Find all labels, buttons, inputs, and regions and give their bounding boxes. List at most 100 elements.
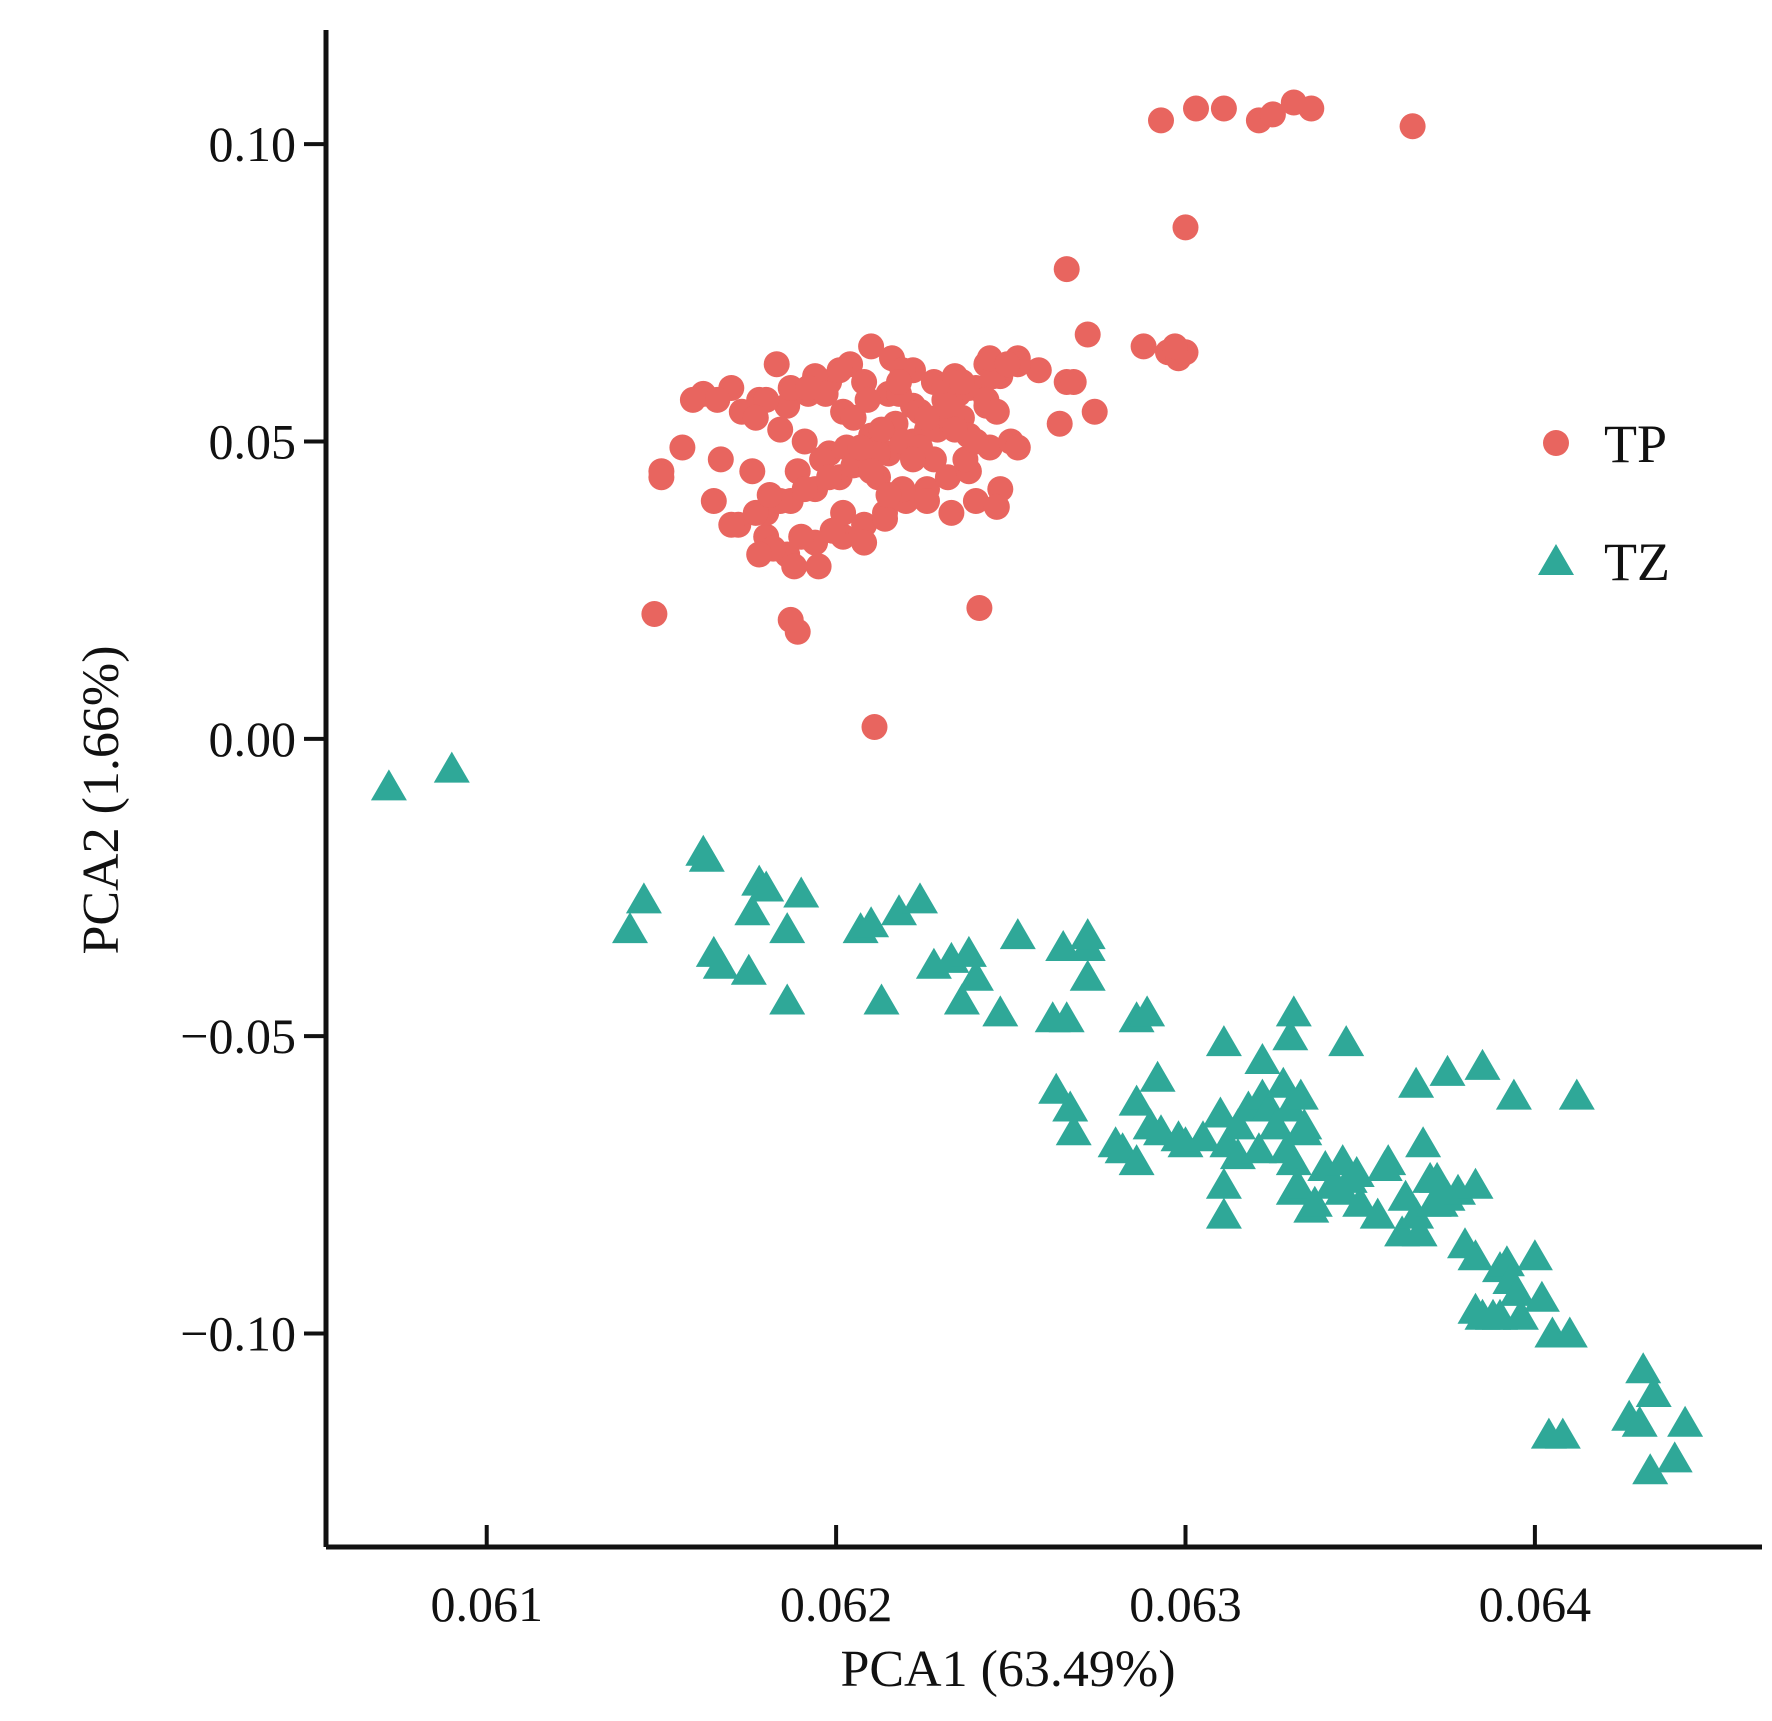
- tz-point: [625, 882, 662, 914]
- tp-point: [742, 499, 769, 526]
- tz-point: [1240, 1132, 1277, 1164]
- tz-point: [902, 882, 938, 914]
- tp-point: [1074, 321, 1101, 348]
- tz-point: [1429, 1054, 1466, 1086]
- tz-point: [702, 947, 739, 979]
- tp-point: [847, 434, 874, 461]
- tp-point: [669, 434, 696, 461]
- tz-point: [734, 894, 771, 926]
- tp-point: [914, 488, 940, 514]
- tp-point: [1130, 333, 1157, 360]
- tp-point: [868, 416, 895, 443]
- tp-point: [781, 553, 808, 580]
- tz-point: [881, 894, 917, 926]
- tp-point: [1298, 95, 1325, 122]
- tz-point: [1258, 1108, 1295, 1140]
- tp-point: [851, 529, 878, 556]
- tp-point: [756, 482, 783, 508]
- tp-point: [746, 541, 773, 568]
- legend-tp-marker: [1543, 430, 1569, 456]
- tz-point: [433, 751, 470, 783]
- tp-point: [1081, 398, 1108, 425]
- tz-point: [1516, 1239, 1553, 1271]
- tp-point: [763, 351, 790, 378]
- tz-point: [1069, 959, 1106, 991]
- tz-point: [1656, 1441, 1693, 1473]
- tp-point: [1172, 214, 1199, 241]
- tz-point: [730, 953, 767, 985]
- tz-point: [783, 876, 820, 908]
- tz-point: [1464, 1048, 1501, 1080]
- tp-point: [900, 446, 926, 473]
- tz-point: [1558, 1078, 1595, 1110]
- tz-point: [1205, 1197, 1242, 1229]
- tz-point: [1621, 1405, 1658, 1437]
- tp-point: [875, 482, 902, 508]
- tz-point: [1118, 1144, 1155, 1176]
- tz-point: [1635, 1376, 1672, 1407]
- tp-point: [777, 606, 804, 633]
- tz-point: [853, 906, 890, 938]
- tp-point: [788, 523, 815, 550]
- tp-point: [1210, 95, 1237, 122]
- tp-point: [791, 428, 818, 455]
- tz-point: [1069, 918, 1106, 950]
- tp-point: [826, 357, 853, 384]
- ticks-layer: 0.061 0.062 0.063 0.064 0.10 0.05 0.00 −0.05 −0.…: [180, 116, 1591, 1632]
- y-tick-label: −0.10: [180, 1306, 296, 1362]
- tp-point: [962, 488, 989, 514]
- tp-point: [718, 511, 745, 538]
- tp-point: [648, 464, 675, 491]
- tz-point: [1398, 1197, 1435, 1229]
- tp-point: [872, 505, 898, 532]
- tz-point: [1415, 1185, 1452, 1217]
- tz-point: [1530, 1417, 1567, 1449]
- tz-point: [982, 995, 1019, 1027]
- tp-point: [934, 392, 961, 419]
- tp-point: [941, 416, 968, 443]
- tz-point: [1401, 1215, 1438, 1247]
- tz-point: [688, 840, 725, 872]
- tz-point: [1405, 1126, 1442, 1158]
- tz-point: [1495, 1078, 1532, 1110]
- tp-point: [700, 488, 727, 514]
- y-tick-label: 0.10: [209, 116, 297, 172]
- tz-point: [999, 918, 1036, 950]
- tp-point: [1060, 369, 1087, 395]
- tz-point: [748, 870, 785, 902]
- tz-point: [1275, 1144, 1312, 1176]
- tz-point: [1338, 1156, 1375, 1187]
- tp-point: [679, 386, 706, 413]
- tz-point: [1205, 1025, 1242, 1057]
- tp-point: [704, 386, 731, 413]
- tp-point: [858, 333, 885, 360]
- tz-point: [957, 959, 994, 991]
- tz-point: [1398, 1066, 1435, 1098]
- tp-point: [707, 446, 734, 473]
- tp-point: [840, 404, 867, 431]
- tp-point: [1183, 95, 1209, 122]
- tz-point: [1482, 1298, 1518, 1330]
- tz-point: [1052, 1090, 1089, 1122]
- tz-point: [1272, 1019, 1309, 1051]
- x-tick-label: 0.061: [430, 1576, 543, 1632]
- tz-point: [1286, 1114, 1323, 1146]
- tp-point: [886, 369, 912, 395]
- legend-tp-label: TP: [1604, 414, 1667, 474]
- tp-point: [1004, 434, 1031, 461]
- tz-point: [1632, 1453, 1669, 1485]
- tz-point: [1038, 1072, 1075, 1104]
- tz-point: [1219, 1108, 1256, 1140]
- tz-point: [1055, 1114, 1092, 1146]
- tz-point: [950, 935, 987, 967]
- tz-point: [1045, 930, 1082, 961]
- tz-point: [1265, 1066, 1302, 1098]
- tp-point: [1162, 333, 1188, 360]
- tp-point: [641, 601, 668, 627]
- tz-point: [1342, 1185, 1379, 1217]
- tz-point: [612, 912, 648, 944]
- legend-tz-label: TZ: [1604, 532, 1670, 592]
- tp-point: [938, 499, 965, 526]
- tp-point: [983, 398, 1010, 425]
